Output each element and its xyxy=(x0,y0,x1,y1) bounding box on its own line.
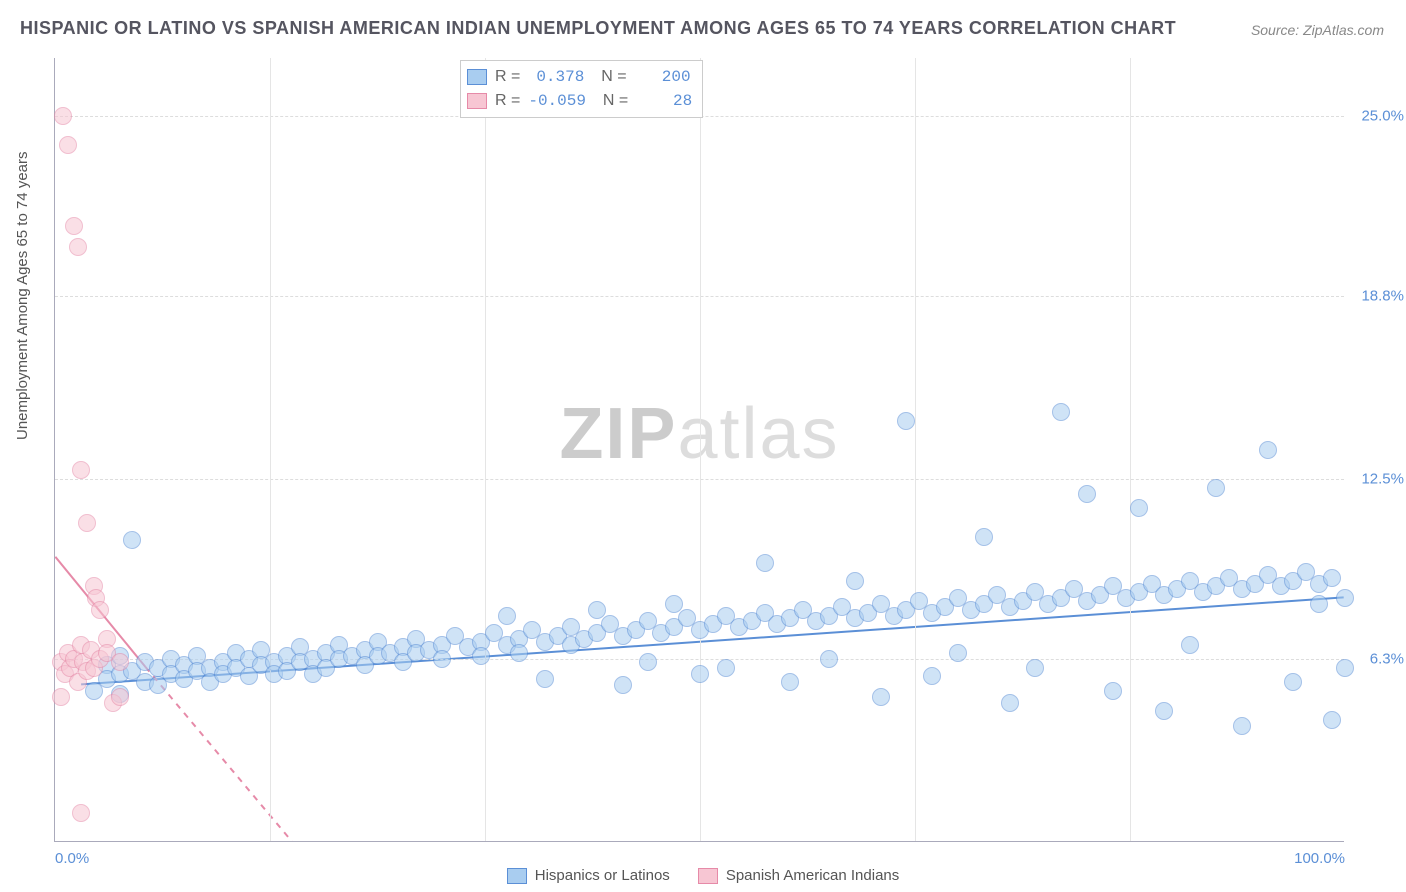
data-point xyxy=(1336,589,1354,607)
legend-stat-row: R = -0.059 N = 28 xyxy=(467,89,692,113)
y-tick-label: 12.5% xyxy=(1349,471,1404,488)
data-point xyxy=(1323,711,1341,729)
y-tick-label: 6.3% xyxy=(1349,651,1404,668)
data-point xyxy=(588,601,606,619)
legend-swatch xyxy=(467,69,487,85)
legend-label: Hispanics or Latinos xyxy=(535,867,670,884)
legend-stat-row: R = 0.378 N = 200 xyxy=(467,65,692,89)
correlation-legend: R = 0.378 N = 200 R = -0.059 N = 28 xyxy=(460,60,703,118)
data-point xyxy=(846,572,864,590)
data-point xyxy=(1336,659,1354,677)
y-axis-label: Unemployment Among Ages 65 to 74 years xyxy=(14,151,31,440)
series-legend: Hispanics or Latinos Spanish American Ind… xyxy=(0,867,1406,884)
gridline-v xyxy=(270,58,271,841)
legend-label: Spanish American Indians xyxy=(726,867,899,884)
data-point xyxy=(1155,702,1173,720)
data-point xyxy=(717,659,735,677)
data-point xyxy=(614,676,632,694)
legend-item: Spanish American Indians xyxy=(698,867,899,884)
data-point xyxy=(872,688,890,706)
gridline-v xyxy=(915,58,916,841)
data-point xyxy=(91,601,109,619)
n-label: N = xyxy=(592,65,626,89)
data-point xyxy=(665,595,683,613)
data-point xyxy=(510,644,528,662)
y-tick-label: 18.8% xyxy=(1349,288,1404,305)
data-point xyxy=(1259,441,1277,459)
source-label: Source: ZipAtlas.com xyxy=(1251,22,1384,38)
data-point xyxy=(1104,682,1122,700)
r-label: R = xyxy=(495,65,520,89)
data-point xyxy=(1130,499,1148,517)
data-point xyxy=(78,514,96,532)
y-tick-label: 25.0% xyxy=(1349,108,1404,125)
data-point xyxy=(498,607,516,625)
data-point xyxy=(820,650,838,668)
data-point xyxy=(65,217,83,235)
data-point xyxy=(72,804,90,822)
data-point xyxy=(123,531,141,549)
data-point xyxy=(1001,694,1019,712)
x-tick-label: 0.0% xyxy=(55,850,89,867)
data-point xyxy=(1207,479,1225,497)
data-point xyxy=(1284,673,1302,691)
data-point xyxy=(781,673,799,691)
data-point xyxy=(975,528,993,546)
chart-plot-area: ZIPatlas 6.3%12.5%18.8%25.0%0.0%100.0% xyxy=(54,58,1344,842)
data-point xyxy=(59,136,77,154)
r-value: 0.378 xyxy=(528,65,584,89)
chart-title: HISPANIC OR LATINO VS SPANISH AMERICAN I… xyxy=(20,18,1176,39)
data-point xyxy=(536,670,554,688)
data-point xyxy=(72,461,90,479)
data-point xyxy=(1323,569,1341,587)
data-point xyxy=(949,644,967,662)
r-value: -0.059 xyxy=(528,89,586,113)
gridline-v xyxy=(700,58,701,841)
data-point xyxy=(69,238,87,256)
n-value: 200 xyxy=(635,65,691,89)
data-point xyxy=(1026,659,1044,677)
data-point xyxy=(897,412,915,430)
data-point xyxy=(1052,403,1070,421)
data-point xyxy=(691,665,709,683)
data-point xyxy=(433,650,451,668)
r-label: R = xyxy=(495,89,520,113)
n-value: 28 xyxy=(636,89,692,113)
data-point xyxy=(54,107,72,125)
data-point xyxy=(1233,717,1251,735)
data-point xyxy=(923,667,941,685)
gridline-v xyxy=(485,58,486,841)
legend-swatch xyxy=(698,868,718,884)
data-point xyxy=(756,554,774,572)
data-point xyxy=(1181,636,1199,654)
data-point xyxy=(111,688,129,706)
data-point xyxy=(111,653,129,671)
x-tick-label: 100.0% xyxy=(1294,850,1345,867)
data-point xyxy=(639,653,657,671)
data-point xyxy=(472,647,490,665)
n-label: N = xyxy=(594,89,628,113)
data-point xyxy=(52,688,70,706)
data-point xyxy=(1310,595,1328,613)
legend-swatch xyxy=(507,868,527,884)
gridline-v xyxy=(1130,58,1131,841)
legend-item: Hispanics or Latinos xyxy=(507,867,670,884)
data-point xyxy=(1078,485,1096,503)
legend-swatch xyxy=(467,93,487,109)
